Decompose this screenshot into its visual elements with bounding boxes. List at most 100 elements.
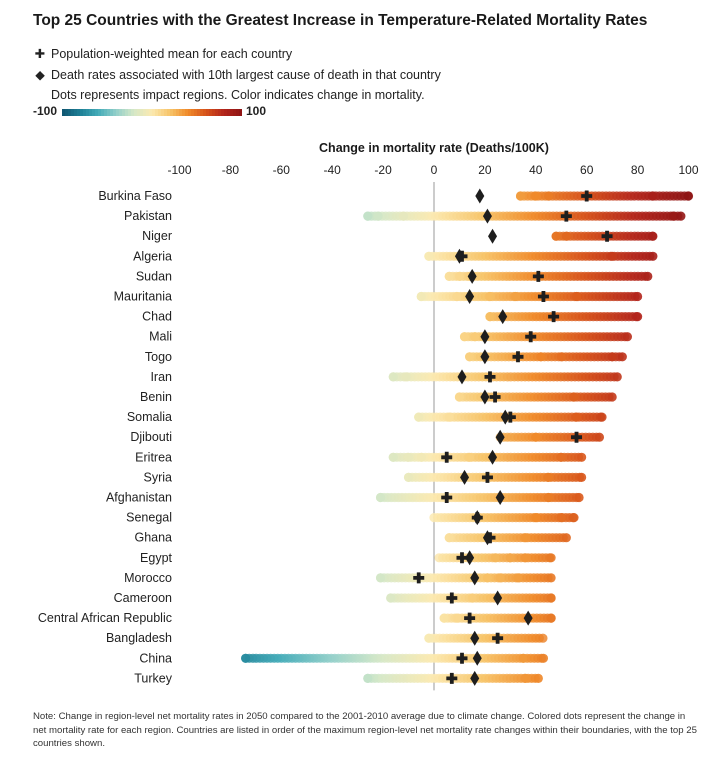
color-scale-segment	[101, 109, 105, 116]
color-scale-segment	[167, 109, 171, 116]
region-dot	[459, 332, 470, 342]
region-dot	[569, 392, 579, 402]
color-scale-segment	[191, 109, 195, 116]
chart-title: Top 25 Countries with the Greatest Incre…	[33, 12, 648, 29]
country-label: Burkina Faso	[98, 189, 172, 203]
region-dot	[444, 533, 454, 543]
mortality-chart: Change in mortality rate (Deaths/100K) -1…	[38, 141, 699, 691]
color-scale-segment	[71, 109, 75, 116]
cause-marker	[470, 570, 480, 586]
x-tick-label: 0	[431, 163, 438, 177]
cause-marker	[495, 490, 505, 505]
color-scale-segment	[98, 109, 102, 116]
country-row	[439, 613, 556, 623]
cause-marker	[465, 289, 475, 304]
region-dot	[668, 211, 678, 221]
region-dot	[561, 231, 571, 241]
country-label: Djibouti	[130, 430, 172, 444]
region-dot	[607, 392, 617, 402]
cause-marker	[465, 550, 475, 566]
x-tick-label: 80	[631, 163, 645, 177]
mean-marker	[525, 331, 537, 343]
region-dot	[467, 593, 477, 603]
country-row	[495, 432, 605, 442]
x-tick-label: 20	[478, 163, 492, 177]
mean-marker	[456, 652, 468, 664]
color-scale-segment	[203, 109, 207, 116]
cause-marker	[482, 208, 492, 224]
color-scale-segment	[170, 109, 174, 116]
region-dot	[241, 653, 251, 663]
color-scale-segment	[122, 109, 126, 116]
mean-marker	[504, 411, 516, 423]
cause-marker	[498, 309, 508, 325]
country-label: Afghanistan	[106, 491, 172, 505]
color-scale-segment	[194, 109, 198, 116]
mean-marker	[413, 572, 425, 584]
region-dot	[363, 673, 373, 684]
country-label: Senegal	[126, 511, 172, 525]
cause-marker	[480, 349, 490, 365]
mean-marker	[537, 291, 549, 302]
country-row	[424, 633, 548, 643]
region-dot	[401, 372, 411, 382]
color-scale-segment	[230, 109, 234, 116]
region-dot	[375, 573, 386, 583]
color-scale-segment	[173, 109, 177, 116]
region-dot	[470, 332, 480, 342]
mean-marker	[571, 431, 583, 443]
country-label: Mauritania	[114, 290, 172, 304]
region-dot	[546, 573, 556, 583]
region-dot	[531, 513, 541, 523]
legend-mean-label: Population-weighted mean for each countr…	[51, 47, 293, 61]
mean-marker	[560, 210, 572, 222]
region-dot	[521, 553, 531, 563]
color-scale-segment	[80, 109, 84, 116]
color-scale-segment	[131, 109, 135, 116]
color-scale-segment	[182, 109, 186, 116]
color-scale-segment	[68, 109, 72, 116]
region-dot	[454, 392, 465, 402]
cause-marker	[523, 610, 533, 626]
region-dot	[556, 452, 566, 462]
region-dot	[594, 432, 605, 442]
color-scale-segment	[137, 109, 141, 116]
color-scale-segment	[113, 109, 117, 116]
region-dot	[510, 291, 521, 302]
country-label: Ghana	[134, 531, 172, 545]
region-dot	[643, 271, 653, 281]
color-scale-segment	[149, 109, 153, 116]
mean-marker	[471, 512, 483, 524]
country-row	[414, 412, 607, 422]
country-row	[485, 312, 643, 322]
region-dot	[538, 633, 548, 643]
mean-marker	[581, 190, 593, 202]
color-scale-segment	[155, 109, 159, 116]
region-dot	[482, 573, 493, 583]
color-scale-segment	[215, 109, 219, 116]
region-dot	[612, 372, 622, 382]
color-scale-segment	[143, 109, 147, 116]
color-scale-segment	[116, 109, 120, 116]
region-dot	[577, 452, 587, 462]
region-dot	[414, 412, 424, 422]
color-scale-segment	[176, 109, 180, 116]
color-scale-segment	[77, 109, 81, 116]
x-tick-label: 100	[678, 163, 698, 177]
region-dot	[386, 593, 396, 603]
country-row	[388, 452, 587, 462]
cause-marker	[460, 469, 470, 485]
plus-icon: ✚	[34, 47, 46, 61]
region-dot	[622, 332, 633, 342]
region-dot	[543, 191, 554, 201]
color-scale-bar	[62, 109, 242, 116]
color-scale-segment	[128, 109, 132, 116]
region-dot	[577, 472, 587, 482]
mean-marker	[456, 552, 468, 564]
x-tick-label: -60	[273, 163, 291, 177]
mean-marker	[492, 632, 504, 644]
color-scale-segment	[89, 109, 93, 116]
country-row	[424, 251, 658, 261]
cause-marker	[472, 650, 482, 666]
region-dot	[444, 412, 454, 422]
